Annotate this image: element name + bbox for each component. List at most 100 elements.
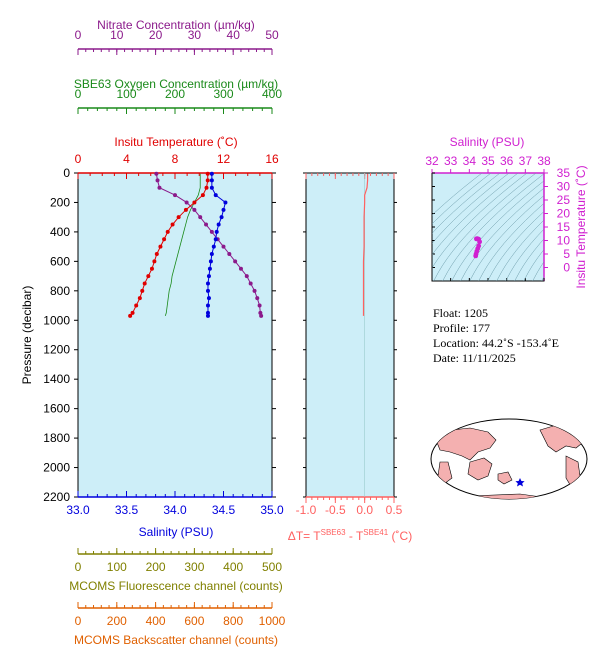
ts-density-contour bbox=[532, 261, 544, 281]
salinity-tick-label: 35.0 bbox=[260, 503, 284, 517]
ts-y-tick-label: 25 bbox=[557, 193, 571, 207]
temperature-tick-label: 8 bbox=[172, 152, 179, 166]
salinity-point bbox=[205, 288, 210, 293]
ts-y-tick-label: 15 bbox=[557, 220, 571, 234]
salinity-tick-label: 33.5 bbox=[115, 503, 139, 517]
ts-y-tick-label: 30 bbox=[557, 180, 571, 194]
nitrate-tick-label: 10 bbox=[110, 28, 124, 42]
salinity-point bbox=[214, 229, 219, 234]
nitrate-point bbox=[204, 222, 209, 227]
salinity-tick-label: 33.0 bbox=[66, 503, 90, 517]
deltat-tick-label: 0.5 bbox=[386, 503, 403, 517]
ts-density-contour bbox=[505, 228, 544, 281]
ts-point bbox=[476, 243, 482, 249]
temperature-axis-title: Insitu Temperature (˚C) bbox=[114, 135, 237, 149]
pressure-tick-label: 2000 bbox=[43, 461, 70, 475]
ts-x-tick-label: 36 bbox=[500, 154, 514, 168]
ts-y-tick-label: 5 bbox=[563, 247, 570, 261]
ts-density-contour bbox=[432, 173, 501, 234]
temperature-tick-label: 16 bbox=[265, 152, 279, 166]
ts-x-tick-label: 37 bbox=[519, 154, 533, 168]
pressure-tick-label: 0 bbox=[63, 166, 70, 180]
nitrate-point bbox=[244, 274, 249, 279]
float-location-marker bbox=[515, 478, 525, 487]
oxygen-tick-label: 0 bbox=[75, 87, 82, 101]
deltat-tick-label: 0.0 bbox=[356, 503, 373, 517]
ts-density-contour bbox=[523, 249, 544, 281]
ts-y-tick-label: 20 bbox=[557, 207, 571, 221]
salinity-point bbox=[213, 193, 218, 198]
salinity-point bbox=[209, 185, 214, 190]
info-float: Float: 1205 bbox=[433, 306, 488, 320]
nitrate-point bbox=[238, 266, 243, 271]
temperature-point bbox=[192, 200, 197, 205]
salinity-tick-label: 34.0 bbox=[163, 503, 187, 517]
temperature-point bbox=[137, 296, 142, 301]
deltat-tick-label: -0.5 bbox=[325, 503, 346, 517]
nitrate-point bbox=[157, 185, 162, 190]
salinity-point bbox=[205, 310, 210, 315]
info-location: Location: 44.2˚S -153.4˚E bbox=[433, 336, 559, 350]
backscatter-tick-label: 0 bbox=[75, 614, 82, 628]
ts-density-contour bbox=[460, 187, 544, 281]
nitrate-point bbox=[221, 244, 226, 249]
ts-x-tick-label: 34 bbox=[463, 154, 477, 168]
ts-salinity-title: Salinity (PSU) bbox=[450, 135, 525, 149]
temperature-point bbox=[130, 310, 135, 315]
ts-density-contour bbox=[451, 180, 544, 281]
pressure-tick-label: 600 bbox=[50, 254, 70, 268]
main-plot-panel bbox=[77, 172, 273, 498]
ts-density-contour bbox=[478, 203, 544, 281]
backscatter-axis-title: MCOMS Backscatter channel (counts) bbox=[74, 633, 278, 647]
pressure-tick-label: 1200 bbox=[43, 343, 70, 357]
fluor-axis-title: MCOMS Fluorescence channel (counts) bbox=[69, 579, 282, 593]
ts-density-contour bbox=[442, 173, 544, 281]
salinity-point bbox=[206, 296, 211, 301]
temperature-point bbox=[170, 222, 175, 227]
salinity-point bbox=[207, 266, 212, 271]
ts-x-tick-label: 38 bbox=[537, 154, 551, 168]
nitrate-point bbox=[173, 193, 177, 198]
temperature-tick-label: 4 bbox=[123, 152, 130, 166]
ts-density-contour bbox=[433, 173, 537, 281]
nitrate-point bbox=[198, 215, 203, 220]
backscatter-tick-label: 200 bbox=[107, 614, 127, 628]
nitrate-tick-label: 40 bbox=[227, 28, 241, 42]
info-profile: Profile: 177 bbox=[433, 321, 490, 335]
salinity-point bbox=[209, 171, 214, 176]
info-date: Date: 11/11/2025 bbox=[433, 351, 516, 365]
salinity-point bbox=[208, 259, 213, 264]
temperature-point bbox=[142, 281, 147, 286]
nitrate-tick-label: 50 bbox=[265, 28, 279, 42]
backscatter-tick-label: 600 bbox=[184, 614, 204, 628]
oxygen-tick-label: 100 bbox=[116, 87, 136, 101]
ts-density-contour bbox=[496, 219, 544, 281]
temperature-point bbox=[128, 313, 133, 318]
deltat-tick-label: -1.0 bbox=[296, 503, 317, 517]
fluor-tick-label: 0 bbox=[75, 560, 82, 574]
ts-x-tick-label: 32 bbox=[425, 154, 439, 168]
nitrate-point bbox=[255, 296, 260, 301]
temperature-point bbox=[154, 252, 159, 256]
salinity-point bbox=[205, 313, 210, 318]
ts-density-contour bbox=[469, 195, 544, 281]
nitrate-tick-label: 30 bbox=[188, 28, 202, 42]
temperature-point bbox=[205, 171, 210, 176]
salinity-point bbox=[209, 252, 214, 256]
pressure-tick-label: 200 bbox=[50, 195, 70, 209]
temperature-tick-label: 0 bbox=[75, 152, 82, 166]
fluor-tick-label: 300 bbox=[184, 560, 204, 574]
pressure-tick-label: 800 bbox=[50, 284, 70, 298]
salinity-point bbox=[206, 274, 211, 279]
pressure-axis-title: Pressure (decibar) bbox=[20, 286, 34, 385]
temperature-point bbox=[134, 303, 139, 308]
salinity-point bbox=[205, 303, 210, 308]
temperature-tick-label: 12 bbox=[217, 152, 231, 166]
temperature-point bbox=[158, 244, 163, 249]
salinity-point bbox=[205, 281, 210, 286]
temperature-point bbox=[205, 178, 210, 183]
ts-point bbox=[474, 236, 479, 242]
backscatter-tick-label: 800 bbox=[223, 614, 243, 628]
temperature-point bbox=[200, 193, 205, 198]
